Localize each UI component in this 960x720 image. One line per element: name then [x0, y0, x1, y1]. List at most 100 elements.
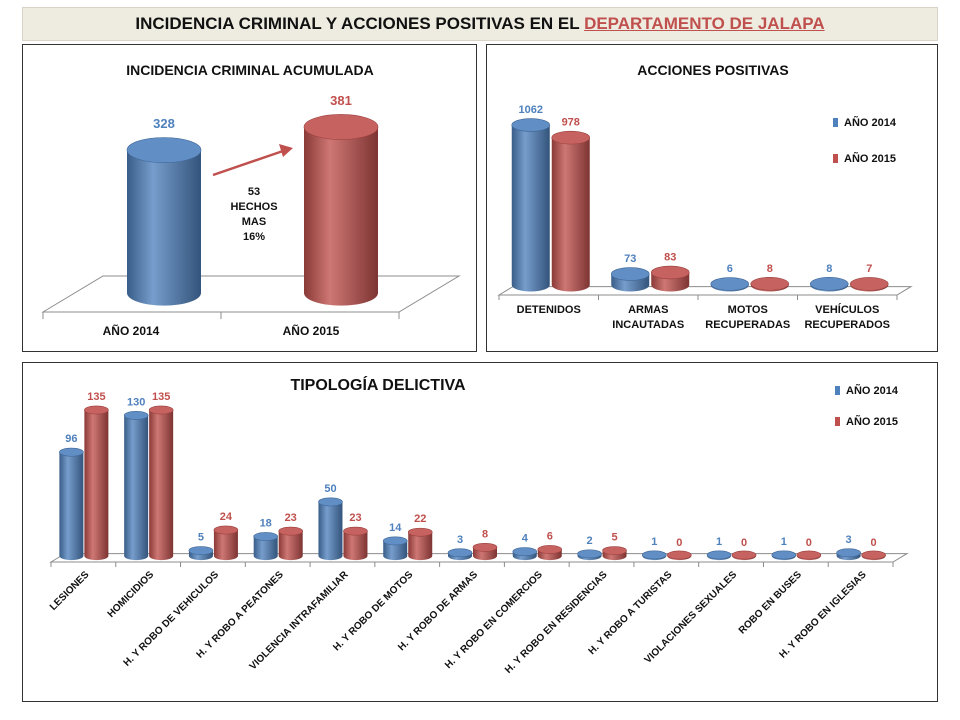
bar-año-2015 — [407, 527, 433, 561]
bar-año-2015 — [278, 526, 303, 561]
data-label: 0 — [871, 537, 877, 549]
legend-label: AÑO 2015 — [846, 415, 898, 428]
bar-año-2014 — [610, 267, 650, 292]
data-label: 8 — [482, 528, 488, 540]
chart-panel-incidencia: INCIDENCIA CRIMINAL ACUMULADA 328 AÑO 2014… — [22, 44, 477, 352]
bar-año-2014 — [59, 447, 84, 561]
x-tick-label: LESIONES — [48, 569, 92, 613]
header-title-highlight: DEPARTAMENTO DE JALAPA — [584, 14, 825, 33]
bar-año-2014 — [710, 277, 750, 292]
x-tick-label: H. Y ROBO EN RESIDENCIAS — [503, 569, 610, 676]
bar-año-2014 — [123, 411, 149, 561]
bar-año-2015 — [343, 526, 368, 561]
bar-año-2014 — [512, 547, 538, 561]
data-label: 18 — [260, 518, 272, 530]
bar-año-2015 — [537, 545, 563, 561]
chart-floor — [41, 275, 461, 313]
bar-año-2015 — [861, 550, 886, 561]
data-label: 96 — [65, 433, 77, 445]
bar-año-2014 — [511, 118, 551, 292]
chart-panel-tipologia: TIPOLOGÍA DELICTIVA 96 135 LESIONES 130 135 HO… — [22, 362, 938, 702]
legend-swatch — [833, 154, 838, 163]
x-tick-label: ROBO EN BUSES — [737, 569, 804, 636]
chart-panel-acciones: ACCIONES POSITIVAS 1062 978 DETENIDOS 73 83 AR… — [486, 44, 938, 352]
data-label: 6 — [727, 263, 733, 275]
bar-2015 — [303, 114, 379, 306]
annotation-text: HECHOS — [230, 201, 277, 213]
bar-año-2014 — [771, 550, 797, 561]
legend-swatch — [833, 118, 838, 127]
arrow-head — [279, 144, 293, 157]
data-label: 3 — [457, 534, 463, 546]
data-label: 83 — [664, 251, 676, 263]
x-tick-label: ARMAS — [628, 304, 668, 316]
bar-año-2014 — [577, 549, 602, 561]
bar-año-2014 — [642, 550, 667, 561]
bar-año-2015 — [213, 525, 239, 561]
x-tick-label: RECUPERADAS — [705, 319, 790, 331]
bar-año-2014 — [809, 277, 849, 292]
data-label: 0 — [806, 537, 812, 549]
bar-año-2015 — [731, 550, 757, 561]
x-tick-label: VEHÍCULOS — [815, 303, 879, 316]
bar-año-2014 — [188, 546, 214, 561]
data-label: 23 — [285, 512, 297, 524]
x-tick-label: MOTOS — [728, 304, 768, 316]
bar-año-2014 — [253, 532, 278, 561]
data-label: 0 — [676, 537, 682, 549]
bar-año-2015 — [667, 550, 692, 561]
legend-swatch — [835, 386, 840, 395]
bar-año-2015 — [750, 277, 790, 292]
data-label: 7 — [866, 263, 872, 275]
chart-title: INCIDENCIA CRIMINAL ACUMULADA — [126, 62, 374, 78]
bar-año-2015 — [84, 405, 109, 561]
data-label: 978 — [562, 117, 580, 129]
chart-floor — [497, 286, 913, 296]
data-label: 24 — [220, 511, 233, 523]
bar-año-2015 — [551, 130, 591, 292]
bar-año-2015 — [849, 277, 889, 292]
bar-año-2015 — [796, 550, 822, 561]
data-label: 1 — [651, 536, 657, 548]
bar-año-2015 — [602, 546, 627, 561]
data-label: 3 — [846, 534, 852, 546]
legend-label: AÑO 2014 — [844, 116, 897, 129]
annotation-text: 53 — [248, 186, 260, 198]
data-label: 8 — [826, 263, 832, 275]
incidencia-chart: INCIDENCIA CRIMINAL ACUMULADA 328 AÑO 2014… — [41, 62, 461, 338]
bar-año-2014 — [447, 548, 473, 561]
bar-año-2014 — [382, 536, 408, 561]
acciones-chart: ACCIONES POSITIVAS 1062 978 DETENIDOS 73 83 AR… — [497, 62, 913, 331]
x-tick-label: DETENIDOS — [517, 304, 581, 316]
data-label: 328 — [153, 116, 175, 131]
x-tick-label: INCAUTADAS — [612, 319, 684, 331]
data-label: 130 — [127, 396, 145, 408]
data-label: 135 — [87, 391, 105, 403]
x-tick-label: AÑO 2014 — [103, 323, 160, 338]
chart-title: TIPOLOGÍA DELICTIVA — [290, 375, 466, 394]
x-tick-label: HOMICIDIOS — [106, 569, 157, 620]
data-label: 8 — [767, 263, 773, 275]
data-label: 50 — [324, 483, 336, 495]
x-tick-label: AÑO 2015 — [283, 323, 340, 338]
data-label: 14 — [389, 522, 402, 534]
data-label: 22 — [414, 513, 426, 525]
data-label: 1062 — [519, 104, 543, 116]
bar-año-2015 — [148, 405, 174, 561]
x-tick-label: RECUPERADOS — [804, 319, 890, 331]
data-label: 73 — [624, 253, 636, 265]
data-label: 5 — [198, 532, 204, 544]
bar-año-2014 — [836, 548, 861, 561]
annotation-text: MAS — [242, 216, 266, 228]
trend-arrow — [212, 149, 284, 177]
data-label: 135 — [152, 391, 170, 403]
data-label: 4 — [522, 533, 529, 545]
legend-label: AÑO 2014 — [846, 384, 899, 397]
page-header: INCIDENCIA CRIMINAL Y ACCIONES POSITIVAS… — [22, 7, 938, 41]
bar-año-2014 — [318, 497, 343, 561]
data-label: 6 — [547, 531, 553, 543]
header-title: INCIDENCIA CRIMINAL Y ACCIONES POSITIVAS… — [135, 14, 585, 33]
data-label: 0 — [741, 537, 747, 549]
bar-año-2014 — [706, 550, 732, 561]
